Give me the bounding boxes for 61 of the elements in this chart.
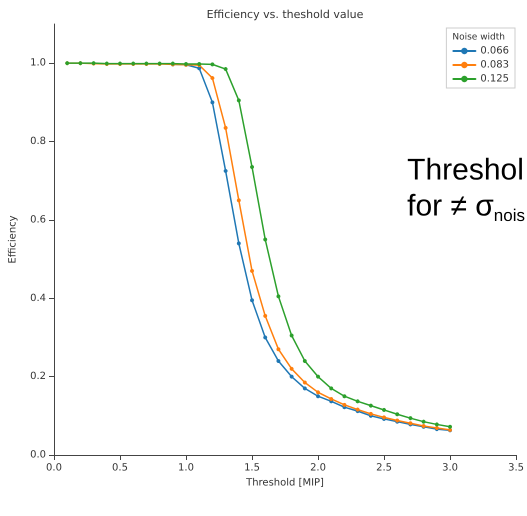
point [329,396,334,401]
y-tick-label: 1.0 [30,58,46,69]
point [276,358,280,363]
legend-label: 0.083 [480,60,510,70]
point [342,402,346,407]
legend-title: Noise width [452,32,506,42]
point [224,168,228,173]
x-tick-label: 0.5 [112,462,128,474]
point [342,394,346,398]
point [210,76,214,80]
point [316,394,320,398]
annotation: Threshol [407,154,524,186]
point [210,62,214,66]
x-tick-label: 0.0 [46,462,62,474]
y-tick-label: 0.4 [30,292,46,304]
x-tick-label: 3.0 [442,462,458,474]
x-tick-label: 2.0 [310,462,326,474]
point [236,198,241,202]
point [224,126,228,130]
y-tick-label: 0.6 [30,214,46,226]
point [302,386,307,390]
point [408,416,412,420]
point [368,404,373,408]
y-tick-label: 0.8 [30,136,46,148]
point [448,424,452,429]
point [250,165,254,170]
legend-label: 0.066 [480,46,510,56]
point [276,347,280,352]
point [302,358,307,363]
legend-label: 0.125 [480,74,510,84]
point [236,98,241,102]
point [263,238,268,242]
x-tick-label: 2.5 [376,462,392,474]
point [316,390,320,394]
x-tick-label: 3.5 [508,462,524,474]
point [250,268,254,273]
point [382,408,386,412]
point [422,420,426,424]
point [276,294,280,298]
point [434,422,439,426]
y-tick-label: 0.0 [30,450,46,460]
point [250,298,254,302]
point [263,314,268,318]
x-tick-label: 1.5 [244,462,260,474]
point [236,241,241,246]
point [395,412,400,416]
point [290,374,294,379]
point [290,333,294,338]
chart-title: Efficiency vs. theshold value [206,8,364,21]
point [329,386,334,390]
x-axis-title: Threshold [MIP] [245,477,324,488]
y-tick-label: 0.2 [30,371,46,382]
point [224,67,228,72]
point [356,399,360,404]
x-tick-label: 1.0 [178,462,194,474]
point [316,374,320,379]
y-axis-title: Efficiency [8,215,18,264]
point [290,366,294,371]
point [263,335,268,340]
point [302,380,307,385]
point [210,100,214,104]
